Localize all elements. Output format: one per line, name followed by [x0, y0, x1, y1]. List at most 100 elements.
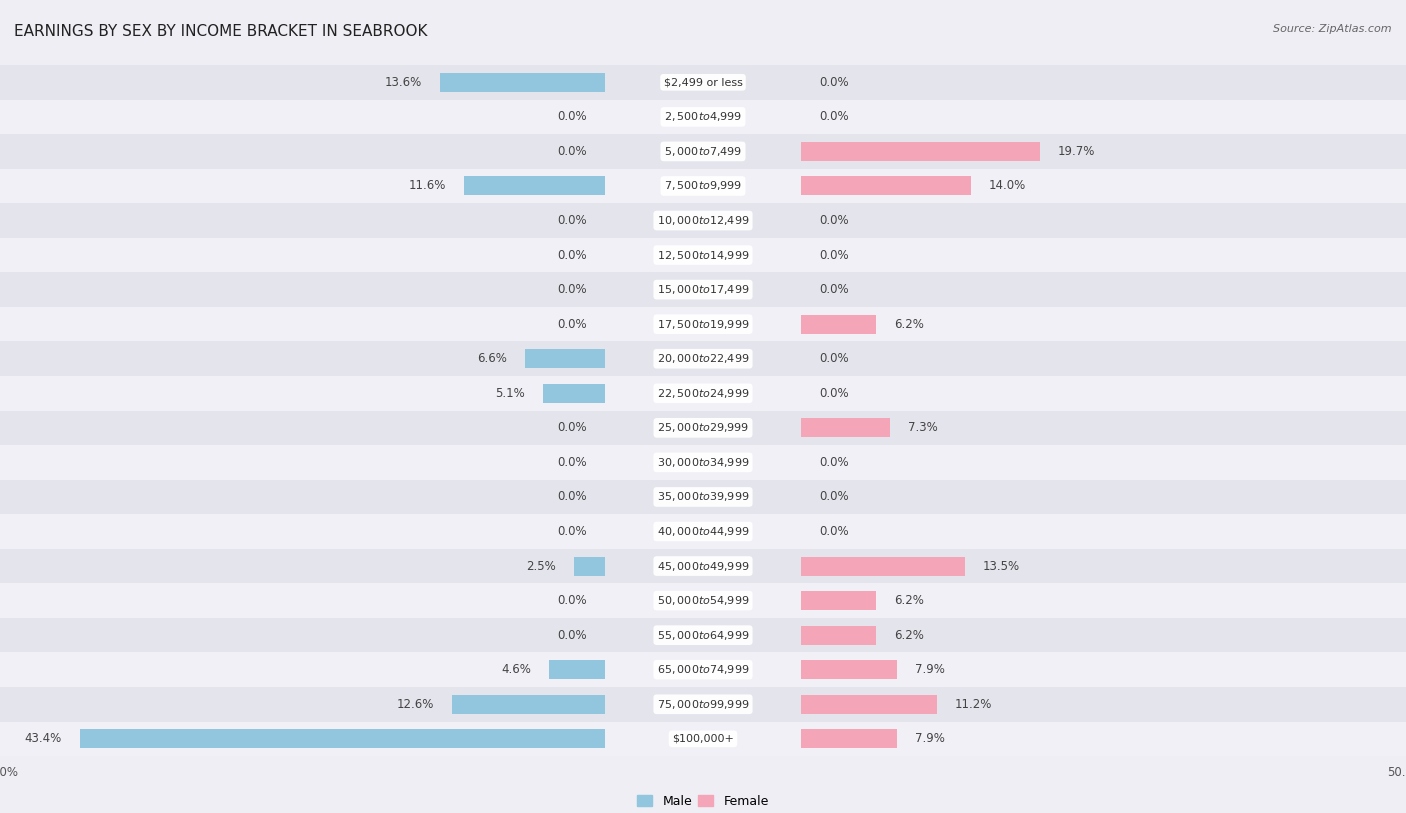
Bar [801, 272, 1406, 307]
Bar [605, 549, 801, 584]
Legend: Male, Female: Male, Female [633, 790, 773, 813]
Text: 11.6%: 11.6% [409, 180, 446, 193]
Bar [801, 515, 1406, 549]
Bar [548, 660, 605, 679]
Text: $10,000 to $12,499: $10,000 to $12,499 [657, 214, 749, 227]
Text: 0.0%: 0.0% [557, 628, 586, 641]
Bar [801, 722, 1406, 756]
Text: 19.7%: 19.7% [1057, 145, 1095, 158]
Bar [605, 584, 801, 618]
Bar [0, 618, 605, 652]
Bar [575, 557, 605, 576]
Bar [0, 134, 605, 169]
Text: 14.0%: 14.0% [988, 180, 1026, 193]
Bar [801, 695, 936, 714]
Bar [0, 652, 605, 687]
Bar [464, 176, 605, 195]
Text: 0.0%: 0.0% [820, 352, 849, 365]
Text: 0.0%: 0.0% [820, 111, 849, 124]
Bar [605, 480, 801, 515]
Text: $50,000 to $54,999: $50,000 to $54,999 [657, 594, 749, 607]
Bar [801, 176, 970, 195]
Bar [801, 652, 1406, 687]
Bar [453, 695, 605, 714]
Text: 0.0%: 0.0% [820, 76, 849, 89]
Text: 0.0%: 0.0% [820, 525, 849, 538]
Text: 13.5%: 13.5% [983, 559, 1019, 572]
Text: $25,000 to $29,999: $25,000 to $29,999 [657, 421, 749, 434]
Bar [0, 549, 605, 584]
Text: 13.6%: 13.6% [385, 76, 422, 89]
Text: 11.2%: 11.2% [955, 698, 993, 711]
Text: $55,000 to $64,999: $55,000 to $64,999 [657, 628, 749, 641]
Bar [801, 99, 1406, 134]
Text: $12,500 to $14,999: $12,500 to $14,999 [657, 249, 749, 262]
Bar [801, 307, 1406, 341]
Text: 12.6%: 12.6% [396, 698, 434, 711]
Text: 0.0%: 0.0% [820, 283, 849, 296]
Text: 0.0%: 0.0% [557, 249, 586, 262]
Text: 7.9%: 7.9% [915, 663, 945, 676]
Bar [801, 729, 897, 748]
Bar [801, 480, 1406, 515]
Text: 0.0%: 0.0% [557, 421, 586, 434]
Bar [801, 65, 1406, 99]
Bar [801, 549, 1406, 584]
Text: $22,500 to $24,999: $22,500 to $24,999 [657, 387, 749, 400]
Bar [0, 237, 605, 272]
Bar [801, 376, 1406, 411]
Bar [801, 557, 965, 576]
Text: $17,500 to $19,999: $17,500 to $19,999 [657, 318, 749, 331]
Bar [0, 446, 605, 480]
Text: $15,000 to $17,499: $15,000 to $17,499 [657, 283, 749, 296]
Bar [605, 446, 801, 480]
Text: $40,000 to $44,999: $40,000 to $44,999 [657, 525, 749, 538]
Bar [605, 169, 801, 203]
Text: 0.0%: 0.0% [820, 490, 849, 503]
Text: EARNINGS BY SEX BY INCOME BRACKET IN SEABROOK: EARNINGS BY SEX BY INCOME BRACKET IN SEA… [14, 24, 427, 39]
Bar [0, 584, 605, 618]
Text: 0.0%: 0.0% [557, 490, 586, 503]
Bar [801, 142, 1039, 161]
Bar [605, 722, 801, 756]
Bar [801, 237, 1406, 272]
Text: $2,499 or less: $2,499 or less [664, 77, 742, 87]
Bar [543, 384, 605, 402]
Bar [605, 272, 801, 307]
Bar [440, 73, 605, 92]
Text: 7.3%: 7.3% [908, 421, 938, 434]
Bar [0, 99, 605, 134]
Bar [605, 376, 801, 411]
Text: 0.0%: 0.0% [820, 387, 849, 400]
Text: 0.0%: 0.0% [557, 594, 586, 607]
Text: $65,000 to $74,999: $65,000 to $74,999 [657, 663, 749, 676]
Text: 0.0%: 0.0% [557, 525, 586, 538]
Text: 6.6%: 6.6% [477, 352, 506, 365]
Bar [605, 411, 801, 446]
Bar [605, 341, 801, 376]
Text: 0.0%: 0.0% [557, 456, 586, 469]
Bar [0, 272, 605, 307]
Text: 0.0%: 0.0% [820, 456, 849, 469]
Text: 0.0%: 0.0% [557, 214, 586, 227]
Text: Source: ZipAtlas.com: Source: ZipAtlas.com [1274, 24, 1392, 34]
Bar [801, 591, 876, 610]
Bar [0, 480, 605, 515]
Bar [801, 446, 1406, 480]
Bar [605, 134, 801, 169]
Text: 5.1%: 5.1% [495, 387, 524, 400]
Text: $2,500 to $4,999: $2,500 to $4,999 [664, 111, 742, 124]
Bar [801, 626, 876, 645]
Bar [0, 307, 605, 341]
Text: 0.0%: 0.0% [820, 249, 849, 262]
Bar [605, 515, 801, 549]
Bar [605, 237, 801, 272]
Text: $30,000 to $34,999: $30,000 to $34,999 [657, 456, 749, 469]
Bar [801, 341, 1406, 376]
Bar [0, 687, 605, 722]
Text: $20,000 to $22,499: $20,000 to $22,499 [657, 352, 749, 365]
Bar [801, 315, 876, 333]
Bar [0, 169, 605, 203]
Text: 43.4%: 43.4% [24, 733, 62, 746]
Bar [801, 134, 1406, 169]
